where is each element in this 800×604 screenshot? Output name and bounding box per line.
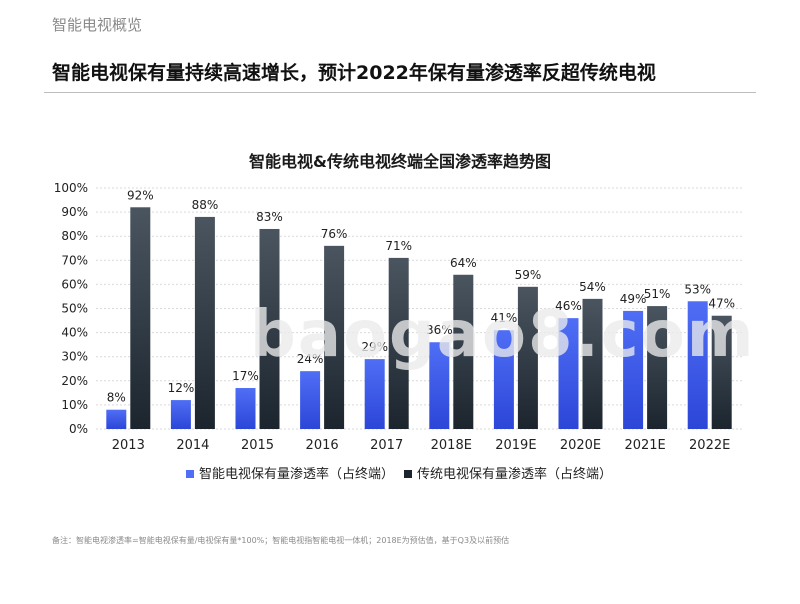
y-tick-label: 80% [61,229,88,243]
data-label: 8% [107,391,126,405]
y-tick-label: 40% [61,326,88,340]
footnote: 备注：智能电视渗透率=智能电视保有量/电视保有量*100%；智能电视指智能电视一… [52,536,510,545]
bar-series-1 [235,388,256,429]
bar-series-2 [582,298,603,429]
data-label: 92% [127,188,154,202]
legend-swatch [404,470,412,478]
bar-series-1 [429,342,450,429]
section-label: 智能电视概览 [52,16,143,34]
data-label: 64% [450,256,477,270]
bar-series-1 [623,310,644,429]
y-tick-label: 60% [61,277,88,291]
data-label: 71% [385,239,412,253]
y-tick-label: 0% [69,422,88,436]
x-tick-label: 2014 [176,438,209,453]
x-tick-label: 2017 [370,438,403,453]
legend-swatch [186,470,194,478]
bar-series-2 [388,257,409,429]
y-tick-label: 30% [61,350,88,364]
bar-series-2 [647,306,668,429]
x-tick-label: 2021E [624,438,665,453]
bar-series-2 [130,207,151,429]
data-label: 54% [579,280,606,294]
data-label: 36% [426,323,453,337]
x-tick-label: 2016 [306,438,339,453]
data-label: 83% [256,210,283,224]
data-label: 17% [232,369,259,383]
data-label: 29% [361,340,388,354]
header-divider [44,92,756,93]
page-headline: 智能电视保有量持续高速增长，预计2022年保有量渗透率反超传统电视 [52,62,656,84]
y-tick-label: 10% [61,398,88,412]
bar-series-1 [364,359,385,429]
legend-entry: 智能电视保有量渗透率（占终端） [199,466,394,482]
y-tick-label: 100% [54,181,88,195]
chart-title: 智能电视&传统电视终端全国渗透率趋势图 [249,152,551,171]
legend-entry: 传统电视保有量渗透率（占终端） [417,466,612,482]
data-label: 88% [192,198,219,212]
x-tick-label: 2020E [560,438,601,453]
bar-series-1 [300,371,321,429]
bar-series-1 [558,318,579,429]
bar-series-2 [517,286,538,429]
x-tick-label: 2018E [431,438,472,453]
bar-series-1 [493,330,514,429]
data-label: 51% [644,287,671,301]
bar-series-1 [170,400,191,429]
data-label: 41% [491,311,518,325]
data-label: 49% [620,292,647,306]
x-tick-label: 2015 [241,438,274,453]
bar-series-2 [324,245,345,429]
data-label: 59% [515,268,542,282]
data-label: 76% [321,227,348,241]
bar-series-1 [106,409,127,429]
x-tick-label: 2022E [689,438,730,453]
bar-series-1 [687,301,708,429]
y-tick-label: 50% [61,302,88,316]
bar-series-2 [453,274,474,429]
y-tick-label: 70% [61,253,88,267]
y-tick-label: 20% [61,374,88,388]
y-tick-label: 90% [61,205,88,219]
x-tick-label: 2013 [112,438,145,453]
bar-series-2 [259,228,280,429]
data-label: 53% [684,282,711,296]
bar-series-2 [711,315,732,429]
bar-series-2 [194,216,215,429]
data-label: 46% [555,299,582,313]
data-label: 12% [168,381,195,395]
data-label: 47% [708,297,735,311]
x-tick-label: 2019E [495,438,536,453]
data-label: 24% [297,352,324,366]
